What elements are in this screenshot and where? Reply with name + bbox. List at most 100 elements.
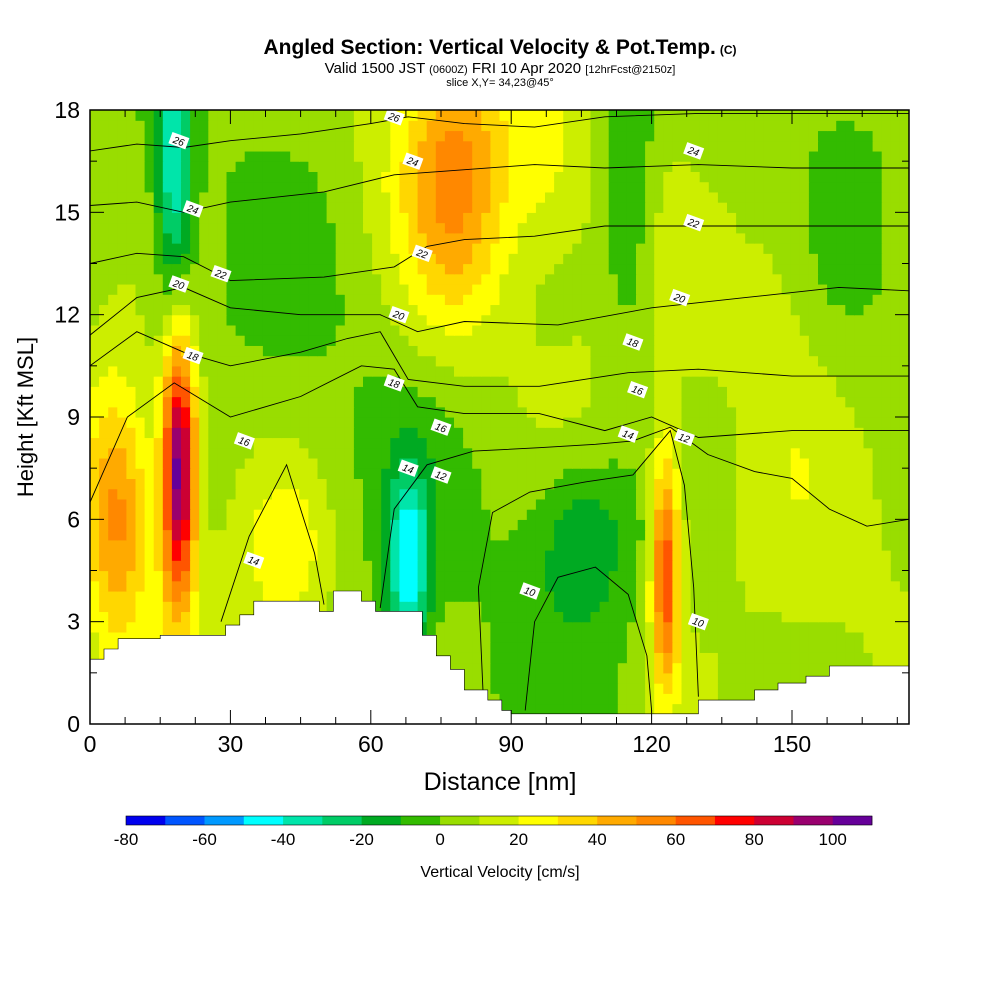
velocity-cell <box>572 222 582 234</box>
velocity-cell <box>899 509 909 520</box>
velocity-cell <box>90 365 100 377</box>
velocity-cell <box>444 294 455 306</box>
velocity-cell <box>126 191 137 203</box>
velocity-cell <box>617 560 628 572</box>
velocity-cell <box>426 601 437 613</box>
velocity-cell <box>426 539 437 551</box>
velocity-cell <box>162 202 173 213</box>
velocity-cell <box>526 447 537 459</box>
velocity-cell <box>626 519 637 531</box>
velocity-cell <box>790 662 801 674</box>
velocity-cell <box>463 631 473 643</box>
velocity-cell <box>617 580 628 592</box>
velocity-cell <box>663 570 673 582</box>
velocity-cell <box>681 693 692 705</box>
velocity-cell <box>654 642 664 653</box>
velocity-cell <box>754 355 764 367</box>
velocity-cell <box>262 580 273 592</box>
velocity-cell <box>244 580 255 592</box>
velocity-cell <box>399 417 410 428</box>
velocity-cell <box>899 519 909 531</box>
velocity-cell <box>690 693 701 705</box>
velocity-cell <box>545 181 555 193</box>
velocity-cell <box>827 519 837 531</box>
velocity-cell <box>90 652 100 664</box>
velocity-cell <box>672 355 683 367</box>
velocity-cell <box>863 263 874 275</box>
velocity-cell <box>535 294 546 306</box>
velocity-cell <box>708 457 719 469</box>
velocity-cell <box>153 273 164 285</box>
velocity-cell <box>845 386 855 398</box>
velocity-cell <box>572 283 582 295</box>
velocity-cell <box>535 447 546 459</box>
velocity-cell <box>863 590 874 602</box>
velocity-cell <box>699 642 710 653</box>
velocity-cell <box>863 253 874 265</box>
velocity-cell <box>472 232 482 244</box>
velocity-cell <box>626 253 637 265</box>
velocity-cell <box>790 652 801 664</box>
velocity-cell <box>626 396 637 408</box>
velocity-cell <box>617 457 628 469</box>
velocity-cell <box>590 294 601 306</box>
velocity-cell <box>872 191 883 203</box>
velocity-cell <box>272 437 282 449</box>
velocity-cell <box>299 161 309 172</box>
velocity-cell <box>135 539 146 551</box>
velocity-cell <box>708 601 719 613</box>
velocity-cell <box>863 580 874 592</box>
velocity-cell <box>636 488 646 500</box>
velocity-cell <box>690 550 701 561</box>
velocity-cell <box>90 417 100 428</box>
velocity-cell <box>699 355 710 367</box>
velocity-cell <box>672 703 683 715</box>
velocity-cell <box>818 345 828 357</box>
velocity-cell <box>563 468 573 479</box>
velocity-cell <box>144 365 155 377</box>
velocity-cell <box>699 550 710 561</box>
velocity-cell <box>117 263 127 275</box>
velocity-cell <box>645 406 655 418</box>
velocity-cell <box>199 150 209 162</box>
velocity-cell <box>590 427 601 439</box>
velocity-cell <box>290 232 300 244</box>
velocity-cell <box>344 212 355 224</box>
velocity-cell <box>681 631 692 643</box>
velocity-cell <box>581 253 592 265</box>
velocity-cell <box>517 590 528 602</box>
velocity-cell <box>654 406 664 418</box>
velocity-cell <box>99 365 109 377</box>
velocity-cell <box>890 621 901 633</box>
velocity-cell <box>226 202 237 213</box>
velocity-cell <box>781 498 792 510</box>
velocity-cell <box>499 202 510 213</box>
velocity-cell <box>672 376 683 387</box>
velocity-cell <box>217 181 228 193</box>
velocity-cell <box>636 529 646 541</box>
velocity-cell <box>572 202 582 213</box>
velocity-cell <box>517 171 528 183</box>
velocity-cell <box>426 590 437 602</box>
velocity-cell <box>654 683 664 694</box>
velocity-cell <box>153 447 164 459</box>
velocity-cell <box>581 447 592 459</box>
velocity-cell <box>244 447 255 459</box>
velocity-cell <box>645 457 655 469</box>
velocity-cell <box>526 304 537 316</box>
velocity-cell <box>326 304 337 316</box>
velocity-cell <box>645 181 655 193</box>
velocity-cell <box>590 457 601 469</box>
velocity-cell <box>745 611 755 623</box>
velocity-cell <box>554 283 564 295</box>
velocity-cell <box>417 417 428 428</box>
velocity-cell <box>217 294 228 306</box>
velocity-cell <box>663 294 673 306</box>
velocity-cell <box>490 161 501 172</box>
velocity-cell <box>454 437 464 449</box>
velocity-cell <box>572 529 582 541</box>
velocity-cell <box>827 560 837 572</box>
velocity-cell <box>381 324 391 336</box>
velocity-cell <box>408 222 419 234</box>
velocity-cell <box>217 560 228 572</box>
